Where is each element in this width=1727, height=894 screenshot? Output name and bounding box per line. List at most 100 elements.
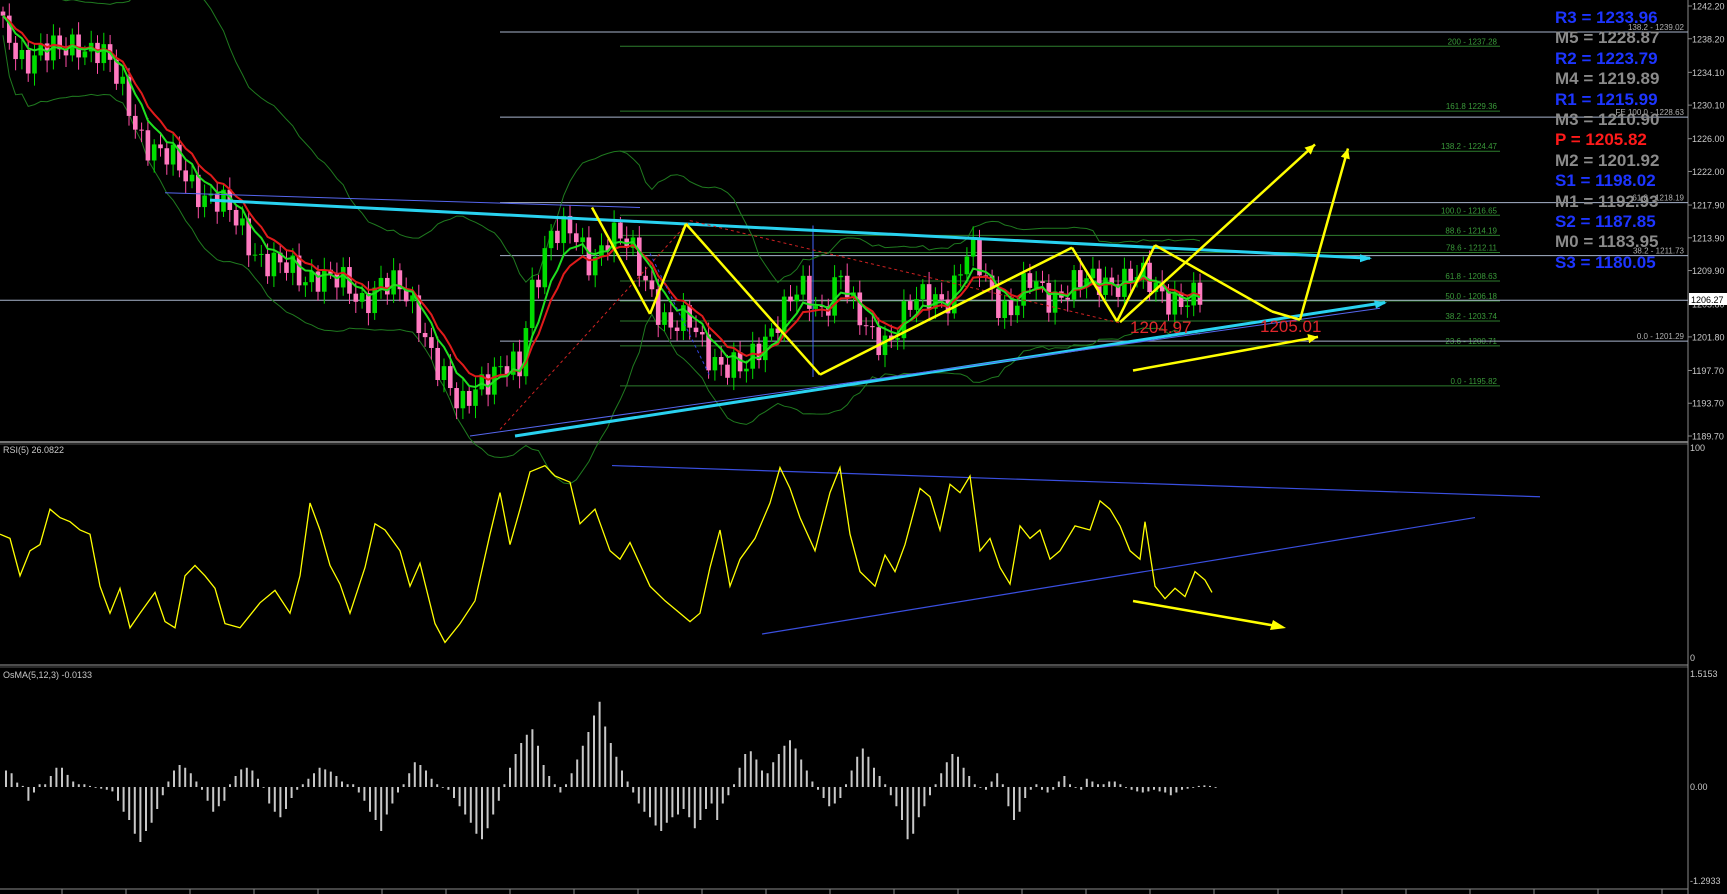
candle-body <box>781 296 787 333</box>
osma-bar <box>649 787 651 818</box>
candle-body <box>303 282 308 286</box>
lower-trendline <box>514 301 1386 438</box>
candle-body <box>1071 270 1077 300</box>
candle-body <box>366 292 371 314</box>
osma-bar <box>805 770 808 787</box>
osma-bar <box>710 787 713 804</box>
candle-body <box>882 335 888 356</box>
candle-body <box>574 233 579 243</box>
osma-bar <box>1057 781 1060 787</box>
candle-body <box>788 296 793 302</box>
candle-body <box>1166 291 1171 315</box>
osma-bar <box>425 770 427 787</box>
rsi-trendlines <box>611 464 1541 635</box>
candle-body <box>693 327 699 333</box>
osma-bar <box>884 784 887 787</box>
osma-bar <box>363 787 366 801</box>
candle-body <box>1128 268 1133 283</box>
red-dashed-line <box>689 220 1121 324</box>
yellow-swing-line <box>1271 310 1301 321</box>
candle-body <box>63 49 69 56</box>
candle-body <box>340 267 346 288</box>
fib-level-label: 161.8 1229.36 <box>1446 102 1498 111</box>
osma-bar <box>1001 784 1004 787</box>
candle-body <box>466 390 472 406</box>
osma-bar <box>223 787 226 801</box>
osma-bar <box>957 756 959 787</box>
candle-body <box>618 222 623 239</box>
osma-bar <box>598 701 601 787</box>
candle-body <box>668 312 674 328</box>
candle-body <box>907 301 913 310</box>
candle-body <box>189 174 195 182</box>
candle-body <box>1015 305 1020 316</box>
osma-bar <box>1013 787 1015 820</box>
osma-bar <box>800 759 803 787</box>
osma-bar <box>1102 784 1105 787</box>
candle-body <box>252 254 258 256</box>
osma-bar <box>906 787 909 840</box>
osma-bar <box>1175 787 1178 793</box>
osma-bar <box>128 787 131 820</box>
osma-bar <box>917 787 920 818</box>
price-tick-label: 1222.00 <box>1692 167 1725 177</box>
osma-bar <box>139 787 142 842</box>
candle-body <box>101 44 107 64</box>
osma-bar <box>509 767 511 787</box>
osma-bar <box>873 767 875 787</box>
candle-body <box>712 357 718 371</box>
osma-bar <box>324 769 327 787</box>
osma-bar <box>1024 787 1027 798</box>
osma-bar <box>940 773 943 787</box>
candle-body <box>435 347 440 381</box>
candle-body <box>511 351 516 375</box>
osma-bar <box>44 784 47 787</box>
candle-body <box>592 256 598 276</box>
osma-bar <box>811 781 814 787</box>
osma-bar <box>1113 781 1116 787</box>
osma-tick-max: 1.5153 <box>1690 669 1718 679</box>
candle-body <box>504 366 510 375</box>
osma-bar <box>369 787 371 812</box>
osma-bar <box>867 756 870 787</box>
pivot-levels-panel: R3 = 1233.96 M5 = 1228.87 R2 = 1223.79 M4 =… <box>1555 8 1705 273</box>
yellow-arrow <box>1132 335 1319 372</box>
osma-bar <box>492 787 495 815</box>
candle-body <box>580 237 585 243</box>
osma-bar <box>1181 787 1183 790</box>
osma-bar <box>240 769 243 787</box>
osma-bar <box>89 785 91 787</box>
osma-bar <box>1119 784 1122 787</box>
osma-bar <box>609 743 612 787</box>
candle-body <box>775 328 781 333</box>
fib-level-label: 138.2 - 1224.47 <box>1441 142 1498 151</box>
osma-bar <box>10 773 13 787</box>
osma-bar <box>525 734 528 787</box>
candle-body <box>681 305 686 331</box>
osma-bar <box>1141 787 1144 793</box>
osma-bar <box>486 787 489 829</box>
osma-bar <box>257 778 259 787</box>
osma-histogram <box>5 701 1217 842</box>
pivot-level: M1 = 1192.93 <box>1555 191 1659 211</box>
moving-averages <box>2 14 1201 389</box>
osma-bar <box>912 787 915 834</box>
osma-bar <box>385 787 388 815</box>
candle-body <box>359 292 365 302</box>
osma-bar <box>643 787 646 812</box>
candle-body <box>315 271 321 292</box>
osma-bar <box>962 767 965 787</box>
osma-bar <box>817 787 819 790</box>
osma-bar <box>1074 787 1077 788</box>
candle-body <box>391 270 396 295</box>
osma-bar <box>1192 787 1195 788</box>
candle-body <box>1033 281 1039 288</box>
pivot-level: S3 = 1180.05 <box>1555 252 1656 272</box>
fib-level-label: 200 - 1237.28 <box>1448 37 1498 46</box>
candle-body <box>372 287 377 314</box>
yellow-swing-line <box>1070 246 1119 322</box>
candle-body <box>989 275 995 289</box>
osma-bar <box>789 740 791 787</box>
osma-bar <box>951 754 954 787</box>
